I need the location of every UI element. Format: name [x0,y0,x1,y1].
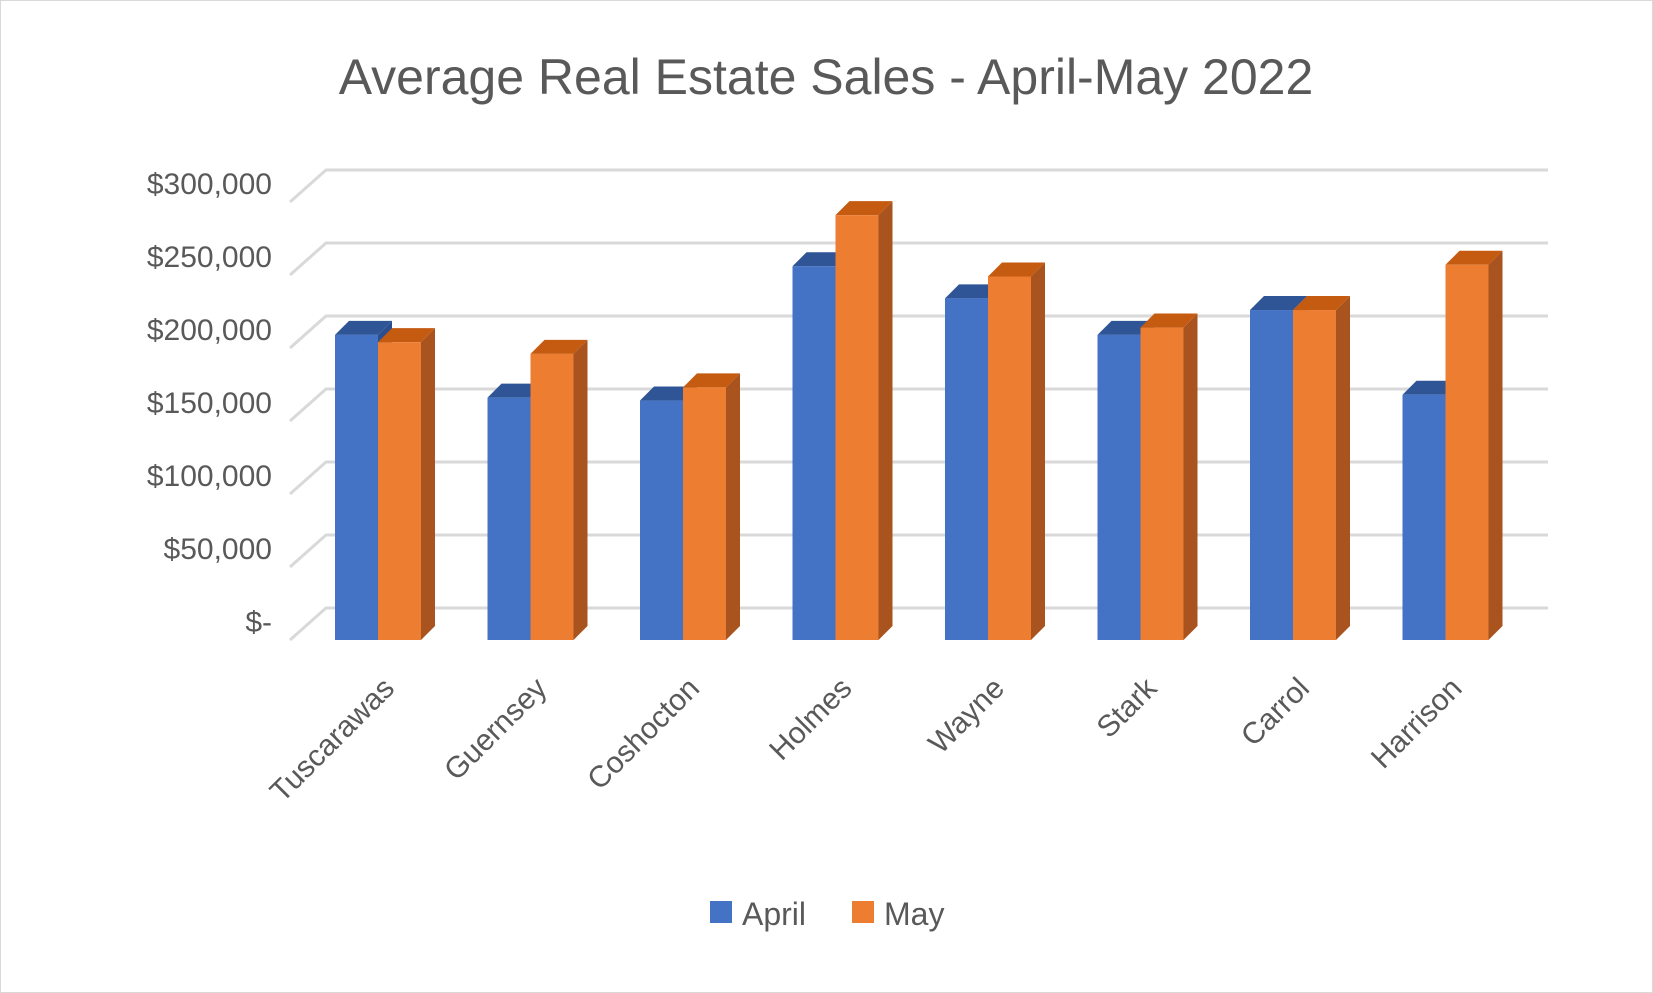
bar-top [1250,296,1307,311]
x-tick-label: Harrison [1365,672,1469,776]
y-tick-label: $200,000 [147,314,272,347]
bar-may-stark [1140,313,1198,640]
x-tick-label: Stark [1091,671,1165,745]
bar-top [683,373,740,388]
x-tick-label: Wayne [922,672,1011,761]
bar-top [530,339,588,354]
gridline [289,606,1548,642]
legend: April May [710,896,944,932]
bar-front [335,334,378,640]
bar-may-guernsey [530,339,588,640]
bar-front [1250,310,1293,640]
bar-front [530,353,574,640]
bar-side [1336,296,1350,640]
bar-top [640,386,697,401]
bar-top [378,328,435,343]
bar-may-wayne [988,262,1045,640]
bar-front [1140,327,1184,640]
y-tick-label: $150,000 [147,387,272,420]
bar-front [835,215,879,640]
bar-front [1293,310,1336,640]
x-tick-label: Guernsey [438,672,553,787]
bar-front [1097,334,1141,640]
bar-top [1402,380,1460,395]
bar-may-harrison [1445,250,1503,640]
bar-may-carrol [1293,296,1350,640]
bar-side [1183,313,1198,640]
y-tick-label: $250,000 [147,241,272,274]
y-tick-label: $- [245,606,272,639]
bar-side [1488,250,1503,640]
y-tick-label: $50,000 [164,533,272,566]
bar-top [1445,250,1503,265]
bar-front [640,400,683,640]
bar-side [878,201,893,640]
y-tick-label: $100,000 [147,460,272,493]
gridline [289,533,1548,569]
bar-side [573,339,588,640]
bar-top [1097,320,1155,335]
x-tick-label: Carrol [1235,672,1316,753]
bar-front [487,397,531,640]
bar-side [726,373,740,640]
gridline [289,241,1548,277]
bar-may-tuscarawas [378,328,435,640]
legend-label-may: May [884,896,944,932]
gridlines [289,168,1548,642]
x-tick-label: Holmes [763,672,858,767]
bar-top [792,252,850,267]
bar-top [945,284,1002,299]
bars [335,201,1503,641]
legend-label-april: April [742,896,806,932]
chart-title: Average Real Estate Sales - April-May 20… [339,49,1314,105]
x-axis-ticks: Tuscarawas Guernsey Coshocton Holmes Wayne St… [264,671,1468,809]
bar-front [1402,394,1446,640]
bar-top [487,383,545,398]
gridline [289,387,1548,423]
bar-may-coshocton [683,373,740,640]
legend-swatch-may [852,901,874,923]
gridline [289,460,1548,496]
x-tick-label: Tuscarawas [264,672,401,809]
bar-top [1140,313,1198,328]
bar-side [1031,262,1045,640]
bar-may-holmes [835,201,893,640]
gridline [289,314,1548,350]
bar-front [378,342,421,640]
bar-top [835,201,893,216]
bar-front [988,276,1031,640]
bar-front [683,387,726,640]
x-tick-label: Coshocton [581,672,706,797]
bar-front [792,266,836,640]
bar-top [988,262,1045,277]
gridline [289,168,1548,204]
y-axis-ticks: $- $50,000 $100,000 $150,000 $200,000 $250,00… [147,168,272,639]
bar-top [1293,296,1350,311]
y-tick-label: $300,000 [147,168,272,201]
legend-swatch-april [710,901,732,923]
bar-top [335,320,392,335]
bar-front [945,298,988,640]
bar-side [421,328,435,640]
bar-front [1445,264,1489,640]
